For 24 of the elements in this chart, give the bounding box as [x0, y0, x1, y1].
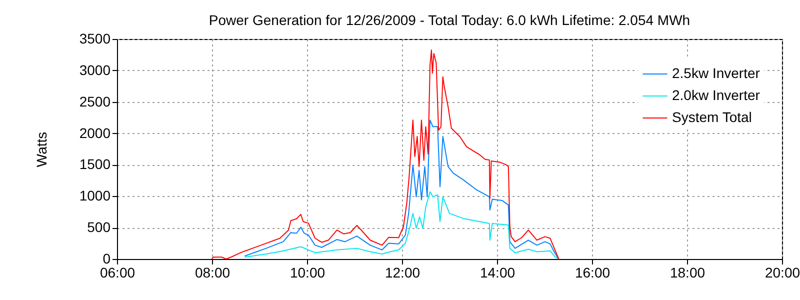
x-tick-label: 06:00 [100, 264, 136, 280]
y-tick-label: 2500 [79, 93, 111, 110]
y-tick-label: 0 [102, 250, 111, 266]
y-tick-label: 500 [87, 219, 111, 236]
x-tick-label: 12:00 [384, 264, 420, 280]
x-tick-label: 18:00 [670, 264, 706, 280]
x-tick-label: 14:00 [480, 264, 516, 280]
y-tick-label: 1500 [79, 156, 111, 172]
legend-label: System Total [672, 109, 752, 125]
x-tick-label: 10:00 [290, 264, 326, 280]
chart-title: Power Generation for 12/26/2009 - Total Today: 6.0 kWh Lifetime: 2.054 MWh [208, 12, 690, 28]
line-series [244, 120, 560, 260]
y-axis-title: Watts [33, 132, 50, 168]
legend-label: 2.5kw Inverter [672, 65, 760, 81]
y-tick-label: 1000 [79, 188, 111, 204]
x-tick-label: 16:00 [574, 264, 610, 280]
x-tick-label: 20:00 [764, 264, 800, 280]
line-series [244, 191, 560, 260]
x-tick-label: 08:00 [194, 264, 230, 280]
y-tick-label: 3500 [79, 30, 111, 46]
y-tick-label: 3000 [79, 62, 111, 78]
legend-label: 2.0kw Inverter [672, 87, 760, 103]
line-series [212, 50, 560, 260]
y-tick-label: 2000 [79, 124, 111, 141]
